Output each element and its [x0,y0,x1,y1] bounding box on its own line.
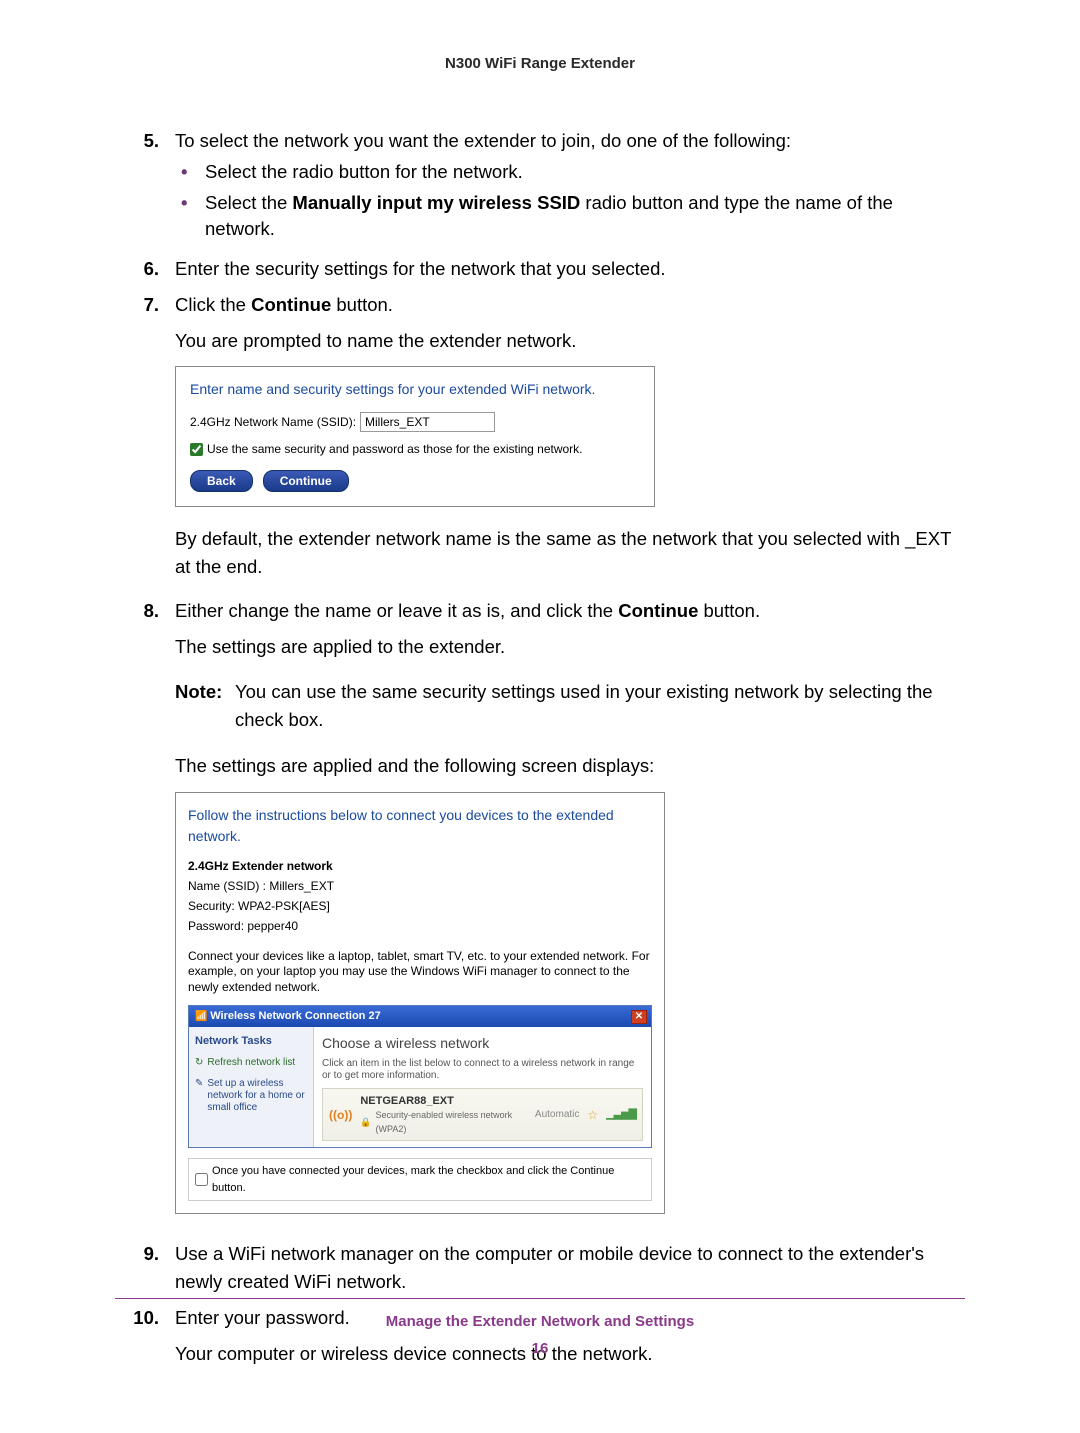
bullet-icon: • [175,159,205,186]
inset2-title: Follow the instructions below to connect… [188,805,652,847]
step-5-bullet-2: Select the Manually input my wireless SS… [205,190,965,244]
connected-confirm-checkbox[interactable] [195,1173,208,1186]
antenna-icon: 📶 [195,1011,210,1022]
setup-icon: ✎ [195,1078,203,1114]
ssid-label: 2.4GHz Network Name (SSID): [190,413,360,431]
automatic-label: Automatic [535,1107,579,1122]
step-9-number: 9. [115,1240,175,1296]
lock-icon: 🔒 [360,1116,371,1130]
step-7-line3: By default, the extender network name is… [175,525,965,581]
ssid-settings-screenshot: Enter name and security settings for you… [175,366,655,507]
step-5: 5. To select the network you want the ex… [115,127,965,247]
network-security-text: Security-enabled wireless network (WPA2) [376,1109,527,1136]
step-6-text: Enter the security settings for the netw… [175,255,965,283]
page-footer: Manage the Extender Network and Settings… [115,1298,965,1357]
step-8-line3: The settings are applied and the followi… [175,752,965,780]
step-7-number: 7. [115,291,175,589]
step-7-line1: Click the Continue button. [175,291,965,319]
xp-wifi-window: 📶 Wireless Network Connection 27 ✕ Netwo… [188,1005,652,1148]
choose-network-title: Choose a wireless network [322,1033,643,1054]
step-7-line2: You are prompted to name the extender ne… [175,327,965,355]
footer-section-title: Manage the Extender Network and Settings [115,1313,965,1330]
step-7: 7. Click the Continue button. You are pr… [115,291,965,589]
step-9-text: Use a WiFi network manager on the comput… [175,1240,965,1296]
close-icon[interactable]: ✕ [631,1010,647,1024]
note-label: Note: [175,678,235,734]
connect-instructions: Connect your devices like a laptop, tabl… [188,949,652,996]
network-tasks-heading: Network Tasks [195,1033,307,1050]
xp-window-title: 📶 Wireless Network Connection 27 [195,1008,381,1025]
continue-button[interactable]: Continue [263,470,349,492]
star-icon: ☆ [587,1106,598,1124]
extender-network-heading: 2.4GHz Extender network [188,857,652,875]
step-9: 9. Use a WiFi network manager on the com… [115,1240,965,1296]
footer-divider [115,1298,965,1299]
connect-devices-screenshot: Follow the instructions below to connect… [175,792,665,1215]
connected-confirm-label: Once you have connected your devices, ma… [212,1163,645,1196]
extender-password-line: Password: pepper40 [188,917,652,935]
network-list-item[interactable]: ((o)) NETGEAR88_EXT 🔒 Security-enabled w… [322,1088,643,1142]
refresh-network-link[interactable]: ↻ Refresh network list [195,1055,307,1070]
doc-header-title: N300 WiFi Range Extender [115,55,965,72]
step-5-number: 5. [115,127,175,247]
extender-security-line: Security: WPA2-PSK[AES] [188,897,652,915]
choose-network-sub: Click an item in the list below to conne… [322,1058,643,1082]
setup-network-link[interactable]: ✎ Set up a wireless network for a home o… [195,1078,307,1114]
signal-icon: ▁▃▅▇ [606,1106,636,1123]
step-6-number: 6. [115,255,175,283]
same-security-checkbox[interactable] [190,443,203,456]
step-5-text: To select the network you want the exten… [175,127,965,155]
step-8: 8. Either change the name or leave it as… [115,597,965,1233]
refresh-icon: ↻ [195,1055,203,1070]
note-text: You can use the same security settings u… [235,678,965,734]
page-number: 16 [115,1340,965,1357]
wifi-icon: ((o)) [329,1106,352,1124]
ssid-input[interactable] [360,412,495,432]
bullet-icon: • [175,190,205,244]
step-6: 6. Enter the security settings for the n… [115,255,965,283]
step-8-line2: The settings are applied to the extender… [175,633,965,661]
same-security-label: Use the same security and password as th… [207,440,583,458]
step-8-line1: Either change the name or leave it as is… [175,597,965,625]
network-name: NETGEAR88_EXT [360,1093,527,1110]
step-5-bullet-1: Select the radio button for the network. [205,159,523,186]
step-8-number: 8. [115,597,175,1233]
extender-ssid-line: Name (SSID) : Millers_EXT [188,877,652,895]
inset1-title: Enter name and security settings for you… [190,379,640,400]
back-button[interactable]: Back [190,470,253,492]
